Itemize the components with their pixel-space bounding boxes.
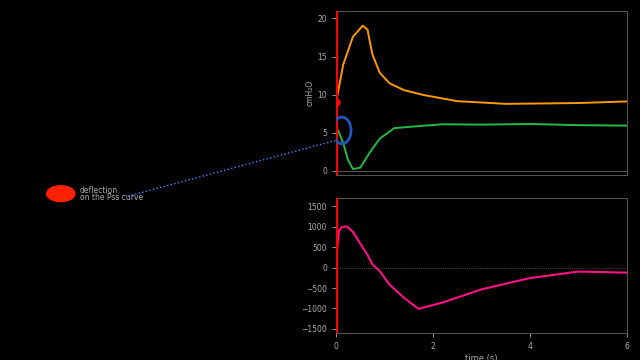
Text: ·: · bbox=[123, 191, 127, 201]
Text: on the Pss curve: on the Pss curve bbox=[80, 193, 143, 202]
Text: deflection: deflection bbox=[80, 186, 118, 195]
Point bbox=[331, 99, 341, 105]
X-axis label: time (s): time (s) bbox=[465, 354, 498, 360]
Y-axis label: cmH₂O: cmH₂O bbox=[305, 80, 315, 106]
